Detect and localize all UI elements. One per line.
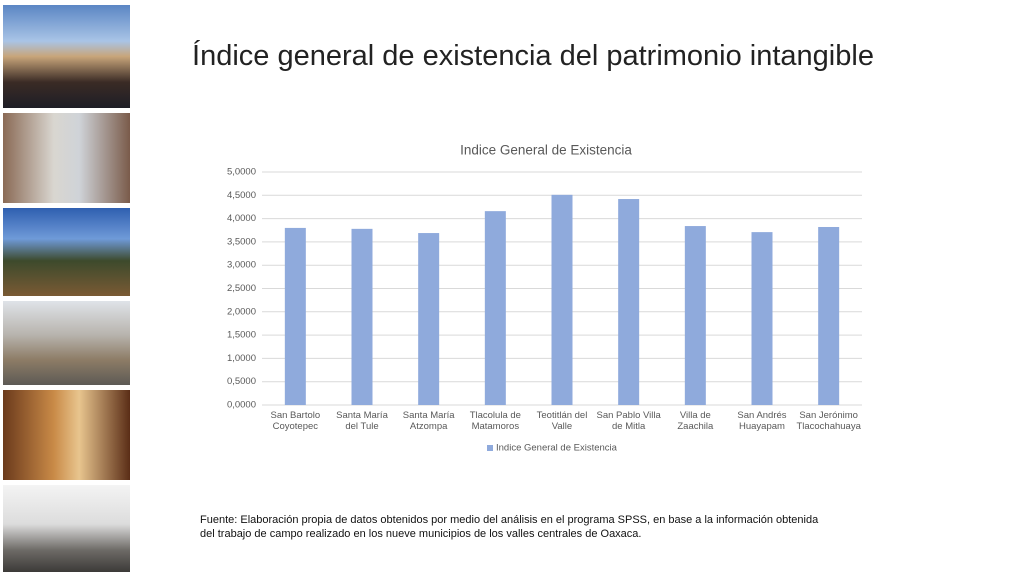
photo <box>3 113 130 205</box>
x-tick-label-box: Santa María Atzompa <box>402 410 455 432</box>
photo <box>3 485 130 574</box>
x-tick-label-box: San Bartolo Coyotepec <box>270 410 321 432</box>
x-tick-label: San Andrés Huayapam <box>737 410 787 432</box>
x-tick-label-box: Santa María del Tule <box>336 410 388 432</box>
x-tick-label: San Jerónimo Tlacochahuaya <box>796 410 861 432</box>
y-tick-label: 4,0000 <box>227 213 256 224</box>
x-tick-label: Santa María del Tule <box>336 410 388 432</box>
bar <box>484 211 506 405</box>
y-tick-label: 1,5000 <box>227 330 256 341</box>
x-tick-label: Teotitlán del Valle <box>536 410 588 432</box>
bar <box>684 226 706 405</box>
legend-marker <box>487 445 493 451</box>
bar <box>818 226 840 405</box>
y-tick-label: 4,5000 <box>227 190 256 201</box>
bar <box>418 233 440 405</box>
x-tick-label-box: Teotitlán del Valle <box>536 410 588 432</box>
slide-title: Índice general de existencia del patrimo… <box>192 40 874 72</box>
x-tick-label: San Bartolo Coyotepec <box>270 410 321 432</box>
photo-strip <box>3 5 130 574</box>
bar <box>551 194 573 405</box>
x-tick-label-box: San Pablo Villa de Mitla <box>596 410 661 432</box>
y-tick-label: 0,0000 <box>227 400 256 411</box>
bar <box>284 227 306 405</box>
y-tick-label: 2,5000 <box>227 283 256 294</box>
bar <box>351 228 373 405</box>
x-tick-label: Tlacolula de Matamoros <box>469 410 521 432</box>
photo <box>3 208 130 298</box>
y-tick-label: 3,0000 <box>227 260 256 271</box>
y-tick-label: 5,0000 <box>227 167 256 178</box>
chart-title: Indice General de Existencia <box>460 143 632 158</box>
y-tick-label: 3,5000 <box>227 236 256 247</box>
x-tick-label-box: San Andrés Huayapam <box>737 410 787 432</box>
y-tick-label: 2,0000 <box>227 306 256 317</box>
y-tick-label: 0,5000 <box>227 376 256 387</box>
source-note: Fuente: Elaboración propia de datos obte… <box>200 514 819 540</box>
photo <box>3 5 130 110</box>
photo <box>3 301 130 387</box>
y-tick-label: 1,0000 <box>227 353 256 364</box>
bar <box>751 232 773 405</box>
x-tick-label-box: Villa de Zaachila <box>677 410 714 432</box>
x-tick-label: Santa María Atzompa <box>402 410 455 432</box>
x-tick-label: Villa de Zaachila <box>677 410 714 432</box>
photo <box>3 390 130 482</box>
bar <box>618 199 640 405</box>
x-tick-label: San Pablo Villa de Mitla <box>596 410 661 432</box>
legend-label: Indice General de Existencia <box>496 443 618 454</box>
x-tick-label-box: San Jerónimo Tlacochahuaya <box>796 410 861 432</box>
x-tick-label-box: Tlacolula de Matamoros <box>469 410 521 432</box>
